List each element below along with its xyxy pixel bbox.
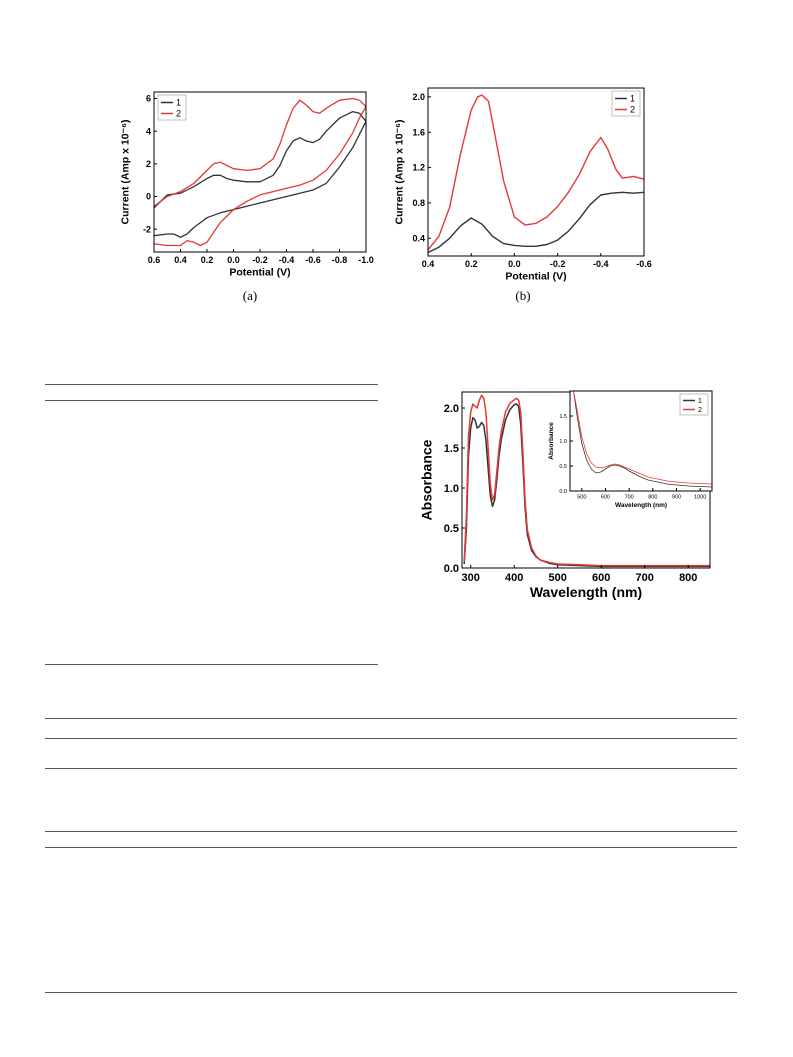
caption-a: (a) [242,288,258,303]
uv-ytick-label: 0.0 [444,563,459,575]
dpv-ytick-label: 0.4 [412,233,425,243]
dpv-ytick-label: 2.0 [412,92,425,102]
uv-chart: 300 400 500 600 700 800 0.0 0.5 1.0 1.5 2.0 Wavelen… [419,391,711,600]
dpv-plot-frame [427,87,645,257]
cv-ytick-label: -2 [143,224,151,234]
uv-inset-xtick-label: 1000 [694,495,706,501]
dpv-y-axis-label: Current (Amp x 10⁻⁶) [393,120,405,225]
uv-inset-ytick-label: 1.5 [559,414,567,420]
dpv-xtick-label: 0.0 [508,259,521,269]
uv-y-axis-label: Absorbance [419,439,435,520]
uv-inset-xtick-label: 900 [672,495,681,501]
cv-series-1-line [153,110,367,238]
uv-inset-legend: 12 [679,393,709,416]
uv-xtick-label: 600 [592,572,610,584]
table1-rule-bottom [45,664,378,665]
cv-y-axis-label: Current (Amp x 10⁻⁶) [119,120,131,225]
uv-ytick-label: 2.0 [444,403,459,415]
uv-inset-ytick-label: 1.0 [559,439,567,445]
dpv-chart: 0.4 0.2 0.0 -0.2 -0.4 -0.6 0.4 0.8 1.2 1.6 2.0 Pote… [393,87,652,283]
uv-inset-series-1-line [573,390,713,488]
cv-xtick-label: -0.8 [332,255,348,265]
uv-inset-y-axis-label: Absorbance [548,422,555,460]
table2-rule-2 [45,738,737,739]
dpv-legend-label: 1 [630,94,635,104]
table1-rule-top [45,384,378,385]
cv-legend-label: 2 [176,109,181,119]
uv-inset-xtick-label: 800 [648,495,657,501]
cv-ytick-label: 0 [146,192,151,202]
dpv-ytick-label: 1.6 [412,127,425,137]
cv-legend-label: 1 [176,98,181,108]
cv-xtick-label: -1.0 [358,255,374,265]
uv-inset-xtick-label: 500 [577,495,586,501]
uv-inset-chart: 500 600 700 800 900 1000 0.0 0.5 1.0 1.5 Wavelengt… [548,390,713,509]
dpv-ytick-label: 0.8 [412,198,425,208]
dpv-series-2-line [427,94,645,251]
dpv-ytick-label: 1.2 [412,163,425,173]
dpv-legend-label: 2 [630,105,635,115]
uv-xtick-label: 800 [679,572,697,584]
cv-xtick-label: 0.2 [201,255,214,265]
uv-inset-ytick-label: 0.0 [559,489,567,495]
cv-ytick-label: 6 [146,94,151,104]
dpv-xtick-label: -0.4 [593,259,609,269]
uv-xtick-label: 400 [505,572,523,584]
dpv-xtick-label: -0.2 [550,259,566,269]
table2-rule-4 [45,831,737,832]
cv-xtick-label: 0.0 [227,255,240,265]
uv-inset-xtick-label: 600 [601,495,610,501]
cv-legend: 12 [157,94,187,121]
uv-xtick-label: 300 [462,572,480,584]
uv-inset-ytick-label: 0.5 [559,464,567,470]
cv-ytick-label: 2 [146,159,151,169]
uv-xtick-label: 500 [549,572,567,584]
table1-rule-header [45,400,378,401]
cv-ytick-label: 4 [146,126,151,136]
dpv-series-1-line [427,191,645,254]
table2-rule-bottom [45,992,737,993]
uv-xtick-label: 700 [636,572,654,584]
table2-rule-5 [45,847,737,848]
cv-xtick-label: 0.6 [148,255,161,265]
cv-series-2-line [153,97,367,247]
uv-inset-xtick-label: 700 [625,495,634,501]
uv-ytick-label: 1.5 [444,443,459,455]
uv-x-axis-label: Wavelength (nm) [530,584,642,600]
cv-xtick-label: 0.4 [174,255,187,265]
dpv-xtick-label: 0.4 [422,259,435,269]
cv-xtick-label: -0.2 [252,255,268,265]
dpv-x-axis-label: Potential (V) [505,271,566,283]
dpv-xtick-label: -0.6 [636,259,652,269]
caption-b: (b) [515,288,531,303]
uv-inset-legend-label: 1 [698,398,702,405]
uv-inset-x-axis-label: Wavelength (nm) [615,502,667,509]
uv-inset-legend-label: 2 [698,407,702,414]
uv-inset-series-2-line [573,390,713,485]
uv-series-2-line [463,394,710,567]
cv-xtick-label: -0.4 [279,255,295,265]
dpv-xtick-label: 0.2 [465,259,478,269]
table2-rule-1 [45,718,737,719]
uv-ytick-label: 1.0 [444,483,459,495]
dpv-legend: 12 [611,90,641,117]
uv-ytick-label: 0.5 [444,523,459,535]
cv-chart: 0.6 0.4 0.2 0.0 -0.2 -0.4 -0.6 -0.8 -1.0 -2 0 2 4 6 Po… [119,91,374,279]
cv-xtick-label: -0.6 [305,255,321,265]
table2-rule-3 [45,768,737,769]
cv-x-axis-label: Potential (V) [229,267,290,279]
